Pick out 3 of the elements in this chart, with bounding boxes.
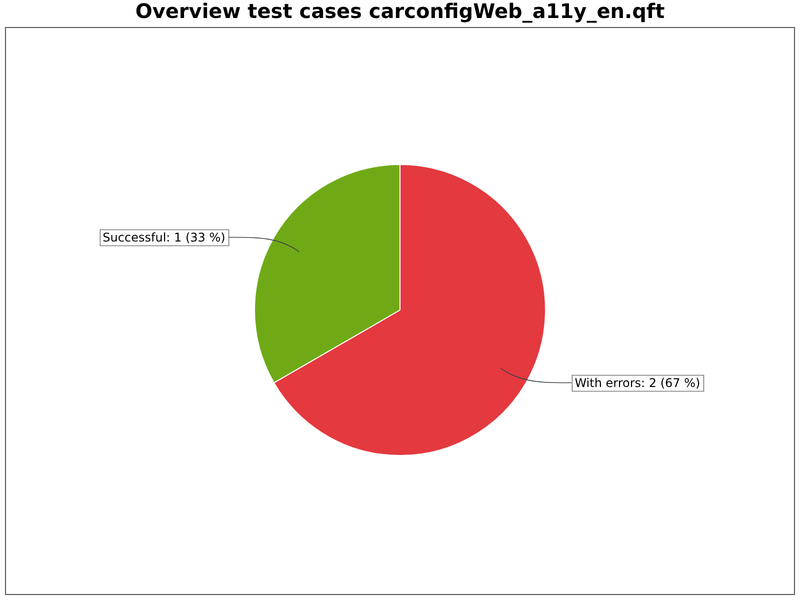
slice-label: With errors: 2 (67 %) bbox=[574, 376, 700, 390]
slice-label: Successful: 1 (33 %) bbox=[102, 230, 226, 244]
chart-title: Overview test cases carconfigWeb_a11y_en.qft bbox=[135, 0, 666, 24]
